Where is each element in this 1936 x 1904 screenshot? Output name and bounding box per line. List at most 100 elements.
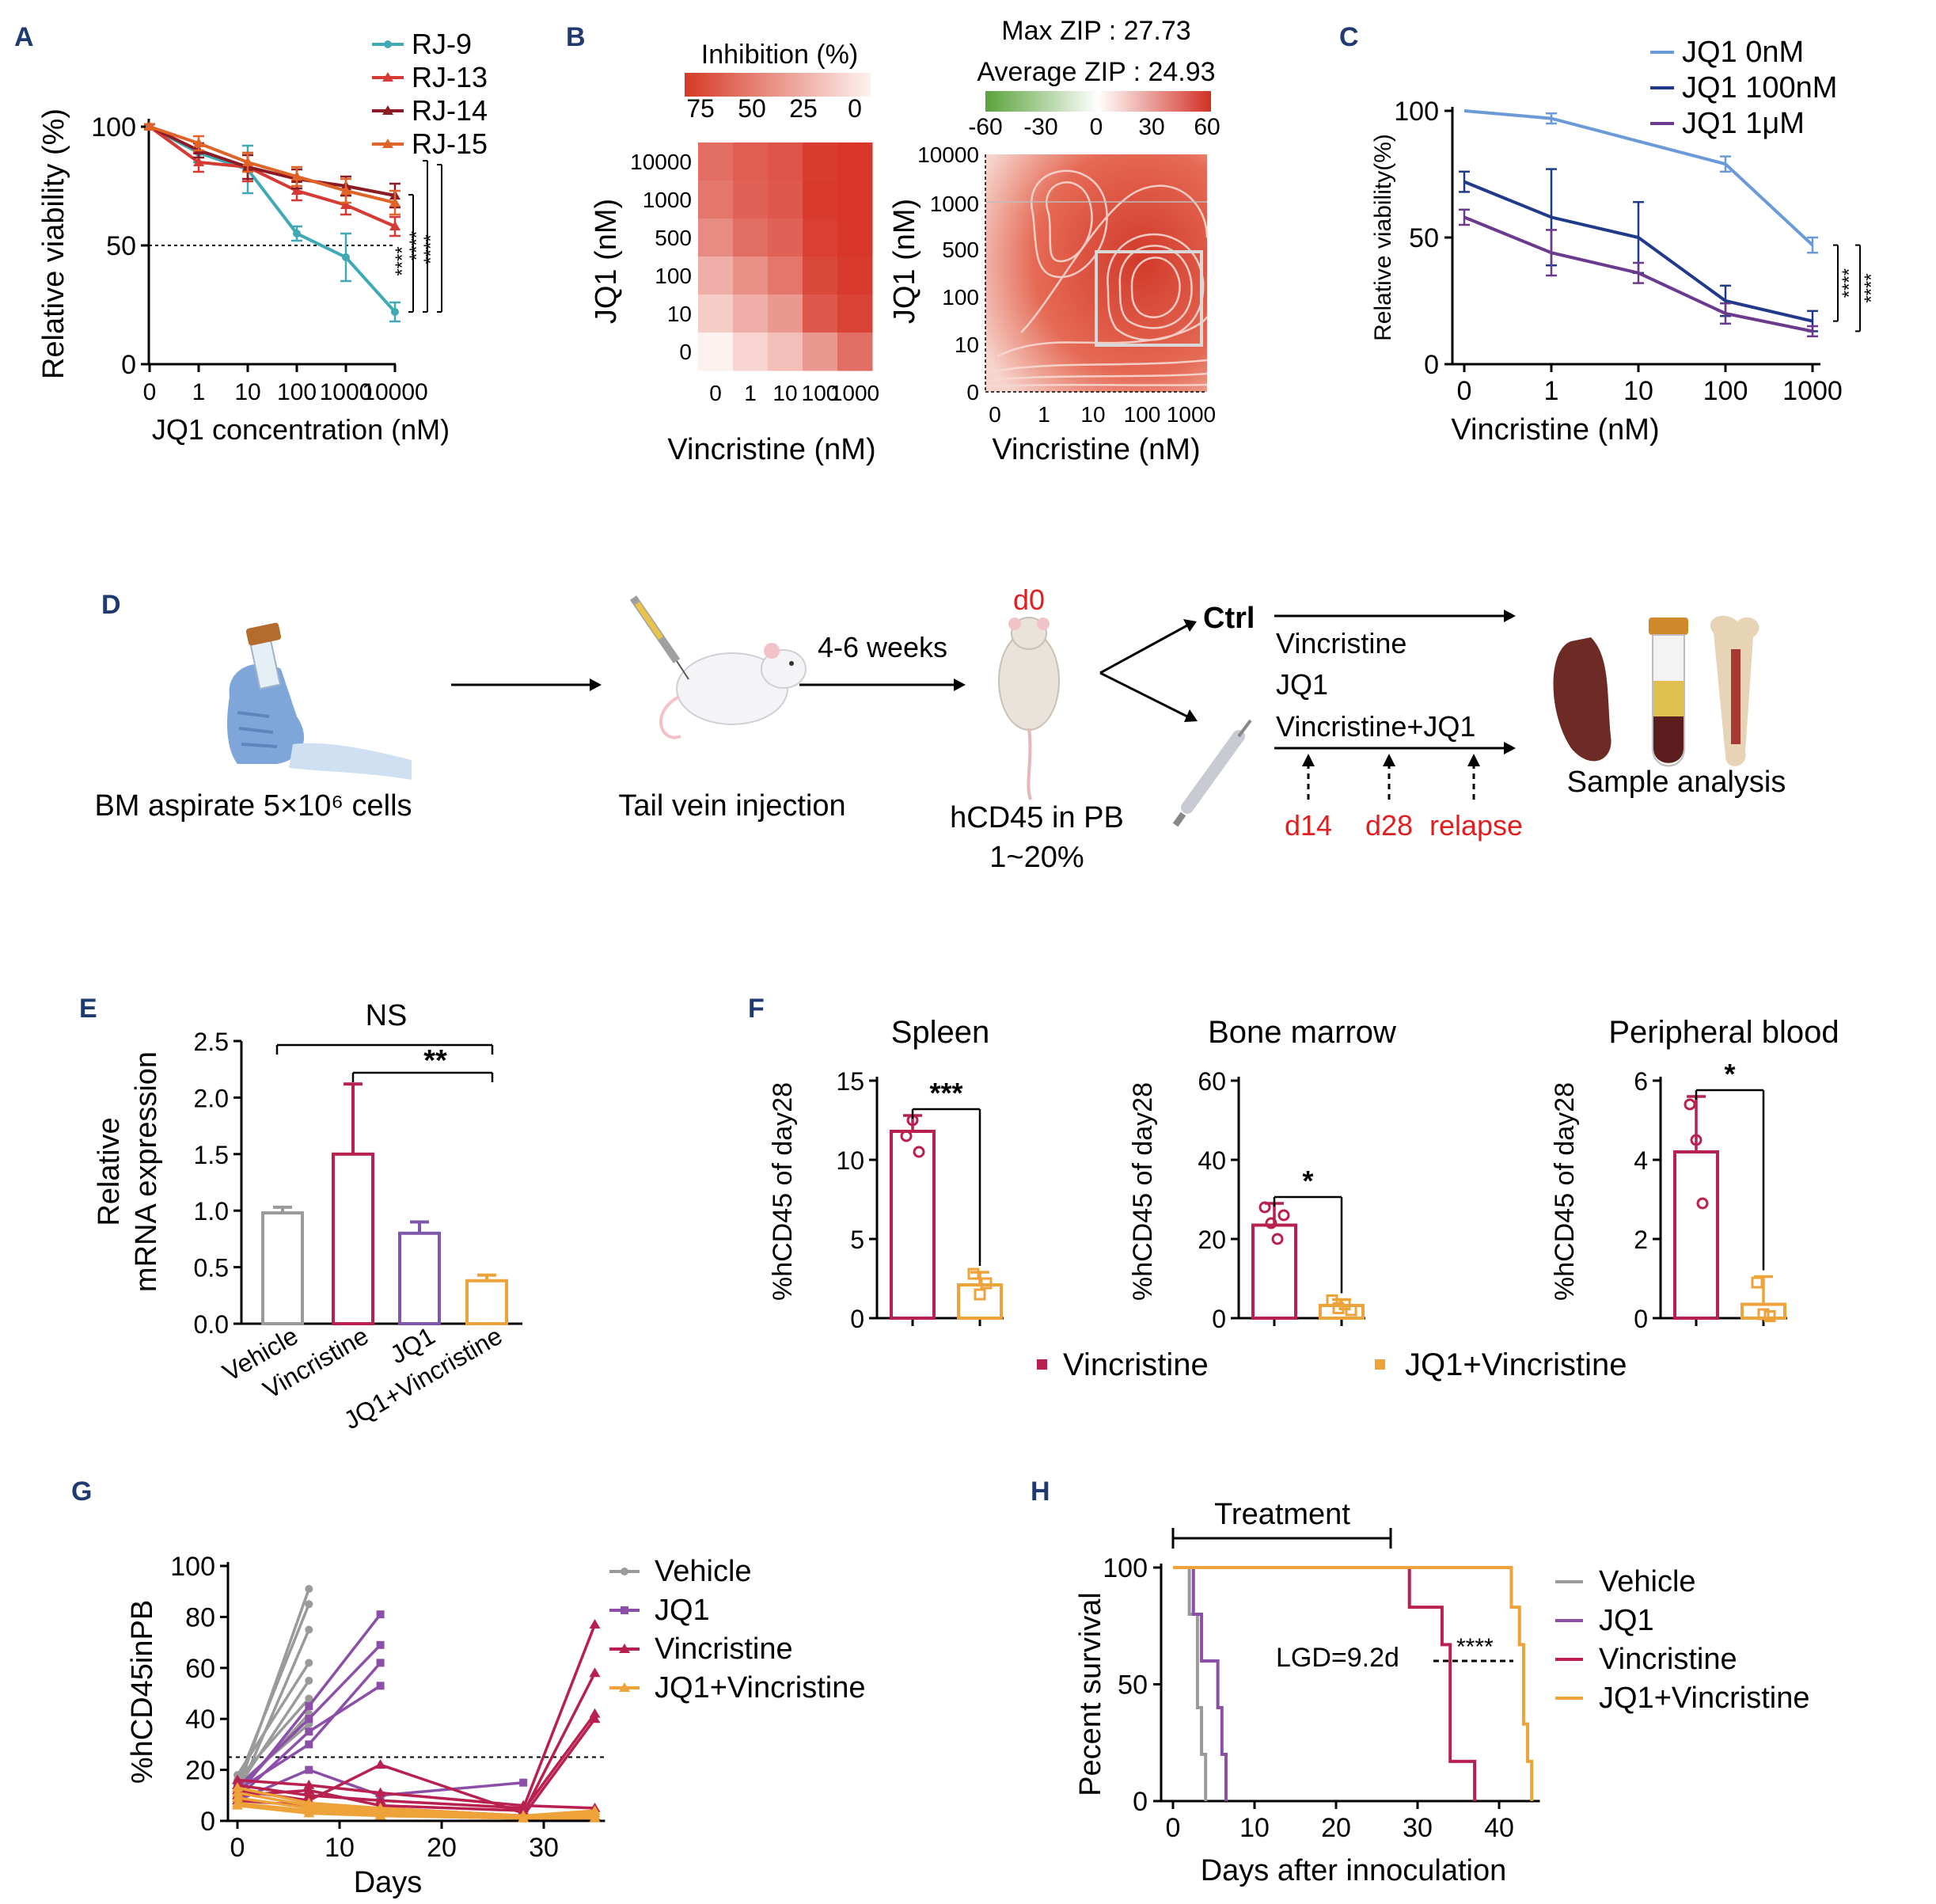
arrow-head (1383, 754, 1395, 766)
heatmap-cell (768, 295, 803, 333)
error-bar (1807, 236, 1818, 254)
sample-analysis-label: Sample analysis (1567, 766, 1786, 799)
heatmap-y-tick-label: 10000 (630, 150, 692, 174)
timepoint-relapse: relapse (1429, 809, 1523, 842)
heatmap-cell (698, 143, 734, 181)
heatmap-cell (733, 181, 769, 219)
injection-label: Tail vein injection (618, 789, 845, 823)
heatmap-cell (768, 181, 803, 219)
data-point (389, 221, 400, 230)
subchart-title: Bone marrow (1208, 1015, 1396, 1050)
panel-h-axes: 0 50 100 0 10 20 30 40 (1103, 1553, 1540, 1843)
zip-colorbar (985, 91, 1211, 112)
survival-significance: **** (1456, 1634, 1494, 1660)
blood-tube-illustration (1649, 618, 1688, 767)
survival-curve-vehicle (1173, 1566, 1208, 1801)
bar (465, 1279, 508, 1325)
x-tick-label: 0 (230, 1833, 245, 1863)
legend-marker (382, 105, 393, 115)
bar (1251, 1223, 1297, 1320)
subchart-ylabel: %hCD45 of day28 (1128, 1082, 1158, 1301)
data-point (1277, 1209, 1290, 1222)
heatmap-cell (803, 219, 838, 257)
individual-trajectory (236, 1662, 310, 1776)
x-tick-label: 30 (529, 1833, 559, 1863)
panel-g-xlabel: Days (354, 1866, 423, 1899)
data-point (291, 185, 302, 195)
panel-c-ylabel: Relative viability(%) (1370, 134, 1396, 341)
heatmap-cell (803, 143, 838, 181)
treatment-combo: Vincristine+JQ1 (1276, 710, 1475, 743)
y-tick-label: 100 (91, 112, 136, 143)
heatmap-cell (803, 181, 838, 219)
survival-curve-vincristine (1173, 1566, 1477, 1801)
y-tick-label: 80 (185, 1602, 215, 1632)
ctrl-label: Ctrl (1203, 602, 1255, 635)
legend-marker (621, 1606, 628, 1614)
data-point (303, 1779, 315, 1789)
zip-surface (985, 154, 1209, 392)
legend-label: RJ-15 (412, 127, 488, 160)
zip-x-tick-label: 1 (1038, 402, 1050, 427)
data-point (389, 197, 400, 207)
data-point (1258, 1201, 1271, 1214)
syringe-icon (1172, 719, 1252, 827)
significance-bracket: **** (392, 194, 414, 313)
data-point (305, 1727, 313, 1736)
data-point (376, 1640, 385, 1649)
data-point (232, 1774, 243, 1784)
significance-label-ns: NS (366, 999, 408, 1032)
panel-letter-h: H (1031, 1476, 1050, 1507)
data-point (293, 230, 301, 238)
data-point (374, 1787, 386, 1797)
legend-label: JQ1 0nM (1682, 36, 1804, 69)
heatmap-legend-tick: 75 (686, 94, 715, 123)
zip-y-tick-label: 100 (942, 285, 979, 310)
panel-letter-g: G (71, 1476, 92, 1507)
panel-h-series (1173, 1566, 1534, 1801)
heatmap-cell (698, 219, 734, 257)
y-tick-label: 5 (850, 1226, 864, 1254)
heatmap-legend-tick: 50 (738, 94, 766, 123)
timepoint-markers (1307, 764, 1475, 800)
data-point (589, 1713, 601, 1723)
panel-letter-a: A (14, 22, 34, 52)
panel-h-ylabel: Pecent survival (1074, 1592, 1107, 1796)
legend-label: RJ-9 (412, 28, 472, 60)
heatmap-cell (698, 257, 734, 295)
data-point (589, 1619, 601, 1629)
x-tick-label: 20 (1321, 1813, 1351, 1843)
significance-label: **** (392, 246, 413, 276)
heatmap-cell (768, 333, 803, 371)
legend-swatch-vincristine (1037, 1359, 1047, 1370)
data-point (1271, 1233, 1284, 1245)
heatmap-x-tick-label: 100 (802, 381, 839, 405)
y-tick-label: 50 (1118, 1670, 1148, 1701)
data-point (340, 200, 351, 209)
heatmap-cell (803, 257, 838, 295)
data-point (305, 1702, 313, 1711)
individual-trajectory (236, 1679, 310, 1789)
x-tick-label: 40 (1484, 1813, 1514, 1843)
x-tick-label: 1 (192, 379, 206, 405)
data-point (305, 1584, 313, 1593)
data-point (1326, 1294, 1338, 1306)
y-tick-label: 60 (1198, 1067, 1226, 1096)
heatmap-y-tick-label: 100 (655, 264, 692, 288)
data-point (305, 1740, 313, 1749)
y-tick-label: 6 (1634, 1067, 1648, 1096)
y-tick-label: 2 (1634, 1226, 1648, 1254)
heatmap-y-tick-label: 10 (667, 302, 692, 326)
heatmap-x-tick-label: 1000 (830, 381, 879, 405)
y-tick-label: 15 (836, 1067, 864, 1096)
data-point (374, 1810, 386, 1820)
data-point (1690, 1134, 1703, 1146)
legend-marker (619, 1644, 630, 1653)
